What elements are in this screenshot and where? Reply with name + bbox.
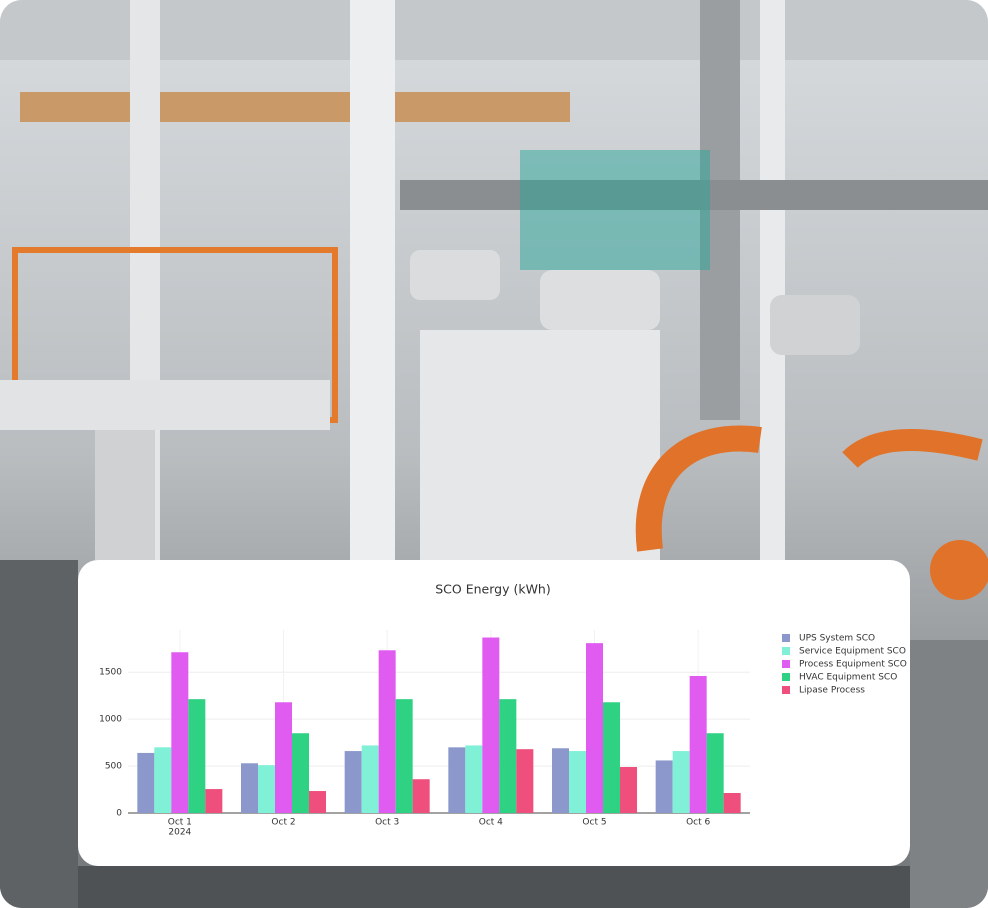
chart-card: SCO Energy (kWh) 0 500 1000 1500 Oct 1 2024 Oc… xyxy=(78,560,910,866)
bar xyxy=(448,747,466,813)
bar xyxy=(240,763,258,813)
bar xyxy=(603,702,621,813)
bar xyxy=(274,702,293,813)
bar xyxy=(205,789,223,813)
legend-label: Service Equipment SCO xyxy=(799,647,906,657)
legend-swatch xyxy=(782,634,790,642)
legend-label: Process Equipment SCO xyxy=(799,660,907,670)
bar xyxy=(706,733,724,813)
bar xyxy=(689,675,707,813)
bar xyxy=(620,767,638,813)
legend-label: UPS System SCO xyxy=(799,634,875,644)
legend-swatch xyxy=(782,673,790,681)
bar xyxy=(551,748,569,813)
bar xyxy=(412,779,430,813)
legend-label: Lipase Process xyxy=(799,686,865,696)
bar xyxy=(154,747,172,813)
bar xyxy=(723,793,741,813)
bar xyxy=(499,699,517,813)
x-tick-label: Oct 4 xyxy=(479,818,503,828)
bar xyxy=(378,650,396,813)
y-tick-label: 0 xyxy=(116,809,122,819)
bar xyxy=(137,752,155,813)
bar xyxy=(309,791,327,813)
x-year-label: 2024 xyxy=(168,828,191,838)
legend-label: HVAC Equipment SCO xyxy=(799,673,897,683)
bar xyxy=(585,643,604,813)
x-tick-label: Oct 6 xyxy=(686,818,710,828)
bar xyxy=(361,745,379,813)
bar xyxy=(188,699,206,813)
x-tick-label: Oct 1 xyxy=(168,818,192,828)
legend-swatch xyxy=(782,647,790,655)
y-tick-label: 1000 xyxy=(99,715,122,725)
bar xyxy=(292,733,310,813)
bar xyxy=(344,751,362,813)
x-tick-label: Oct 5 xyxy=(582,818,606,828)
bar xyxy=(395,699,413,813)
x-tick-label: Oct 2 xyxy=(271,818,295,828)
bar xyxy=(257,765,275,813)
bar xyxy=(516,749,534,813)
legend-swatch xyxy=(782,660,790,668)
chart-title: SCO Energy (kWh) xyxy=(435,582,551,597)
bar xyxy=(465,745,483,813)
bar xyxy=(171,652,189,813)
y-tick-label: 500 xyxy=(105,762,122,772)
bar xyxy=(672,751,690,813)
bar xyxy=(568,751,586,813)
y-tick-label: 1500 xyxy=(99,668,122,678)
x-tick-label: Oct 3 xyxy=(375,818,399,828)
bar xyxy=(482,637,500,813)
bar xyxy=(655,760,673,813)
legend-swatch xyxy=(782,686,790,694)
